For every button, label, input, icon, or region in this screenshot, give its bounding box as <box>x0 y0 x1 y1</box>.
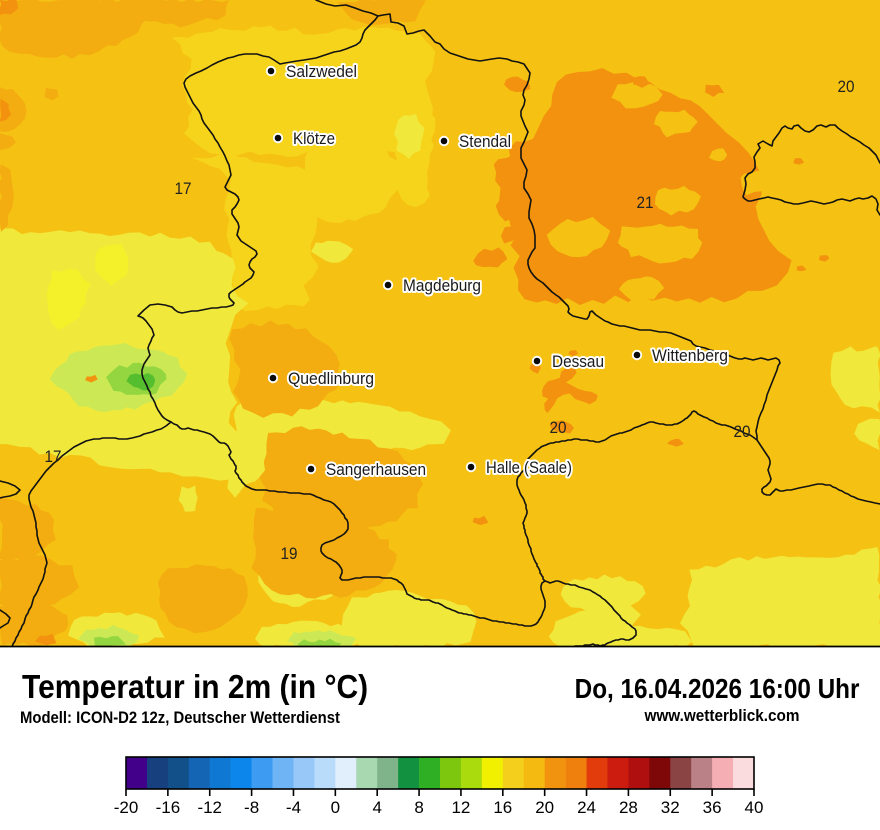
svg-text:-12: -12 <box>197 798 222 817</box>
svg-text:Wittenberg: Wittenberg <box>652 347 728 365</box>
svg-text:16: 16 <box>493 798 512 817</box>
svg-text:-20: -20 <box>114 798 139 817</box>
svg-text:Magdeburg: Magdeburg <box>403 277 481 295</box>
svg-text:Salzwedel: Salzwedel <box>286 63 357 81</box>
svg-text:Sangerhausen: Sangerhausen <box>326 461 426 479</box>
svg-text:Stendal: Stendal <box>459 133 511 151</box>
svg-text:40: 40 <box>745 798 764 817</box>
svg-text:Halle (Saale): Halle (Saale) <box>486 459 572 477</box>
svg-text:Dessau: Dessau <box>552 353 604 371</box>
svg-text:-8: -8 <box>244 798 259 817</box>
svg-text:Quedlinburg: Quedlinburg <box>288 370 374 388</box>
svg-text:20: 20 <box>535 798 554 817</box>
svg-text:8: 8 <box>414 798 423 817</box>
svg-text:0: 0 <box>331 798 340 817</box>
svg-text:17: 17 <box>45 448 62 466</box>
svg-text:20: 20 <box>838 78 855 96</box>
svg-text:-4: -4 <box>286 798 301 817</box>
svg-text:20: 20 <box>550 419 567 437</box>
svg-text:21: 21 <box>637 194 654 212</box>
svg-text:19: 19 <box>281 545 298 563</box>
svg-text:17: 17 <box>175 180 192 198</box>
svg-text:36: 36 <box>703 798 722 817</box>
svg-text:20: 20 <box>734 423 751 441</box>
svg-text:4: 4 <box>372 798 381 817</box>
svg-text:32: 32 <box>661 798 680 817</box>
svg-text:12: 12 <box>451 798 470 817</box>
svg-text:-16: -16 <box>156 798 181 817</box>
svg-text:Klötze: Klötze <box>293 130 335 148</box>
svg-text:28: 28 <box>619 798 638 817</box>
svg-text:24: 24 <box>577 798 596 817</box>
